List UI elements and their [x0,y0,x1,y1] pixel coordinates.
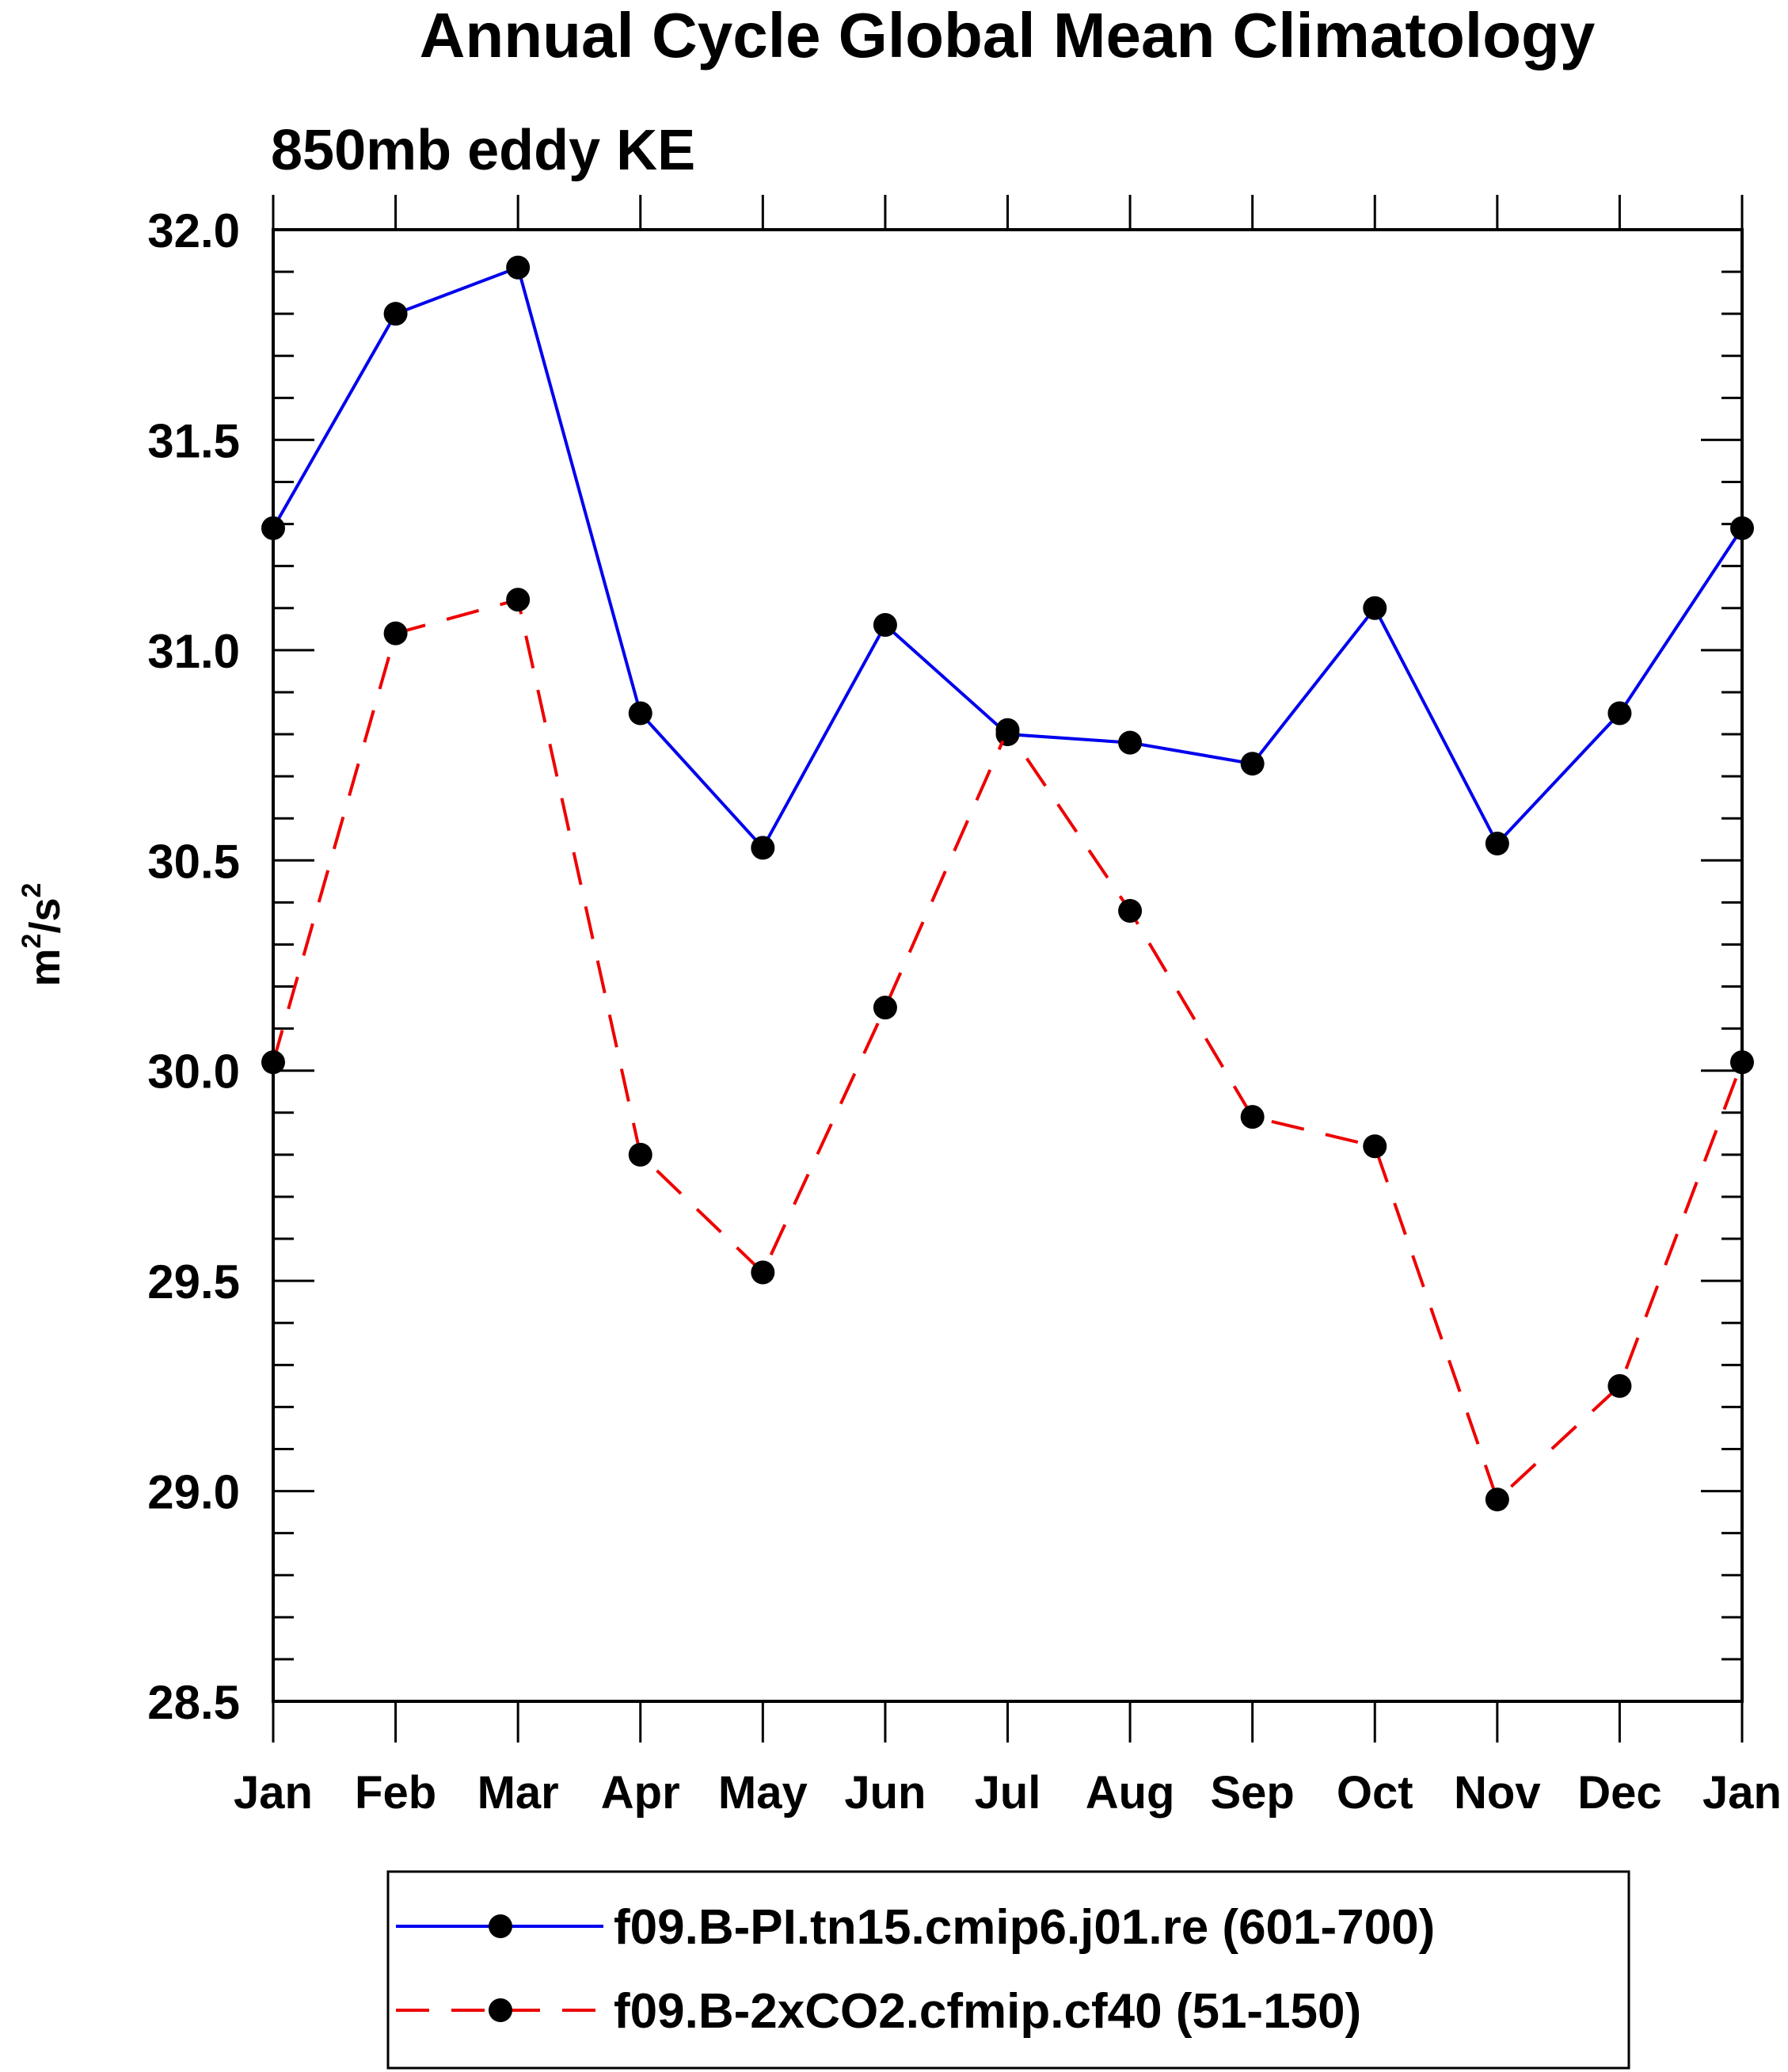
y-axis-label: m2/s2 [17,883,69,987]
series-1-point [1607,701,1632,726]
x-tick-label: Feb [355,1767,436,1819]
series-1-point [1240,752,1265,776]
series-2-point [1607,1373,1632,1398]
y-tick-label: 29.0 [147,1466,240,1519]
x-tick-label: May [718,1767,808,1819]
series-2-point [261,1050,285,1075]
x-tick-label: Aug [1086,1767,1175,1819]
legend: f09.B-PI.tn15.cmip6.j01.re (601-700) f09.… [396,1900,1435,2039]
x-tick-label: Nov [1454,1767,1541,1819]
x-tick-label: Apr [601,1767,680,1819]
x-tick-label: Sep [1210,1767,1294,1819]
legend-box [386,1870,1630,2070]
series-2-point [1240,1105,1265,1129]
series-1-point [751,836,775,860]
x-tick-label: Mar [477,1767,559,1819]
series-2-point [628,1142,652,1167]
legend-marker-1 [489,1914,512,1938]
series-1-point [1118,730,1143,755]
legend-marker-2 [489,1998,512,2022]
plot-frame [272,228,1744,1703]
y-axis-label-mid: /s [21,897,69,933]
series-2-point [751,1260,775,1285]
legend-label-1: f09.B-PI.tn15.cmip6.j01.re (601-700) [614,1900,1435,1955]
series-1-point [261,516,285,540]
chart-title: Annual Cycle Global Mean Climatology [420,0,1596,70]
series-layer [261,255,1754,1512]
series-2-point [995,718,1020,742]
series-2-point [506,588,531,612]
series-2-point [383,621,408,646]
series-2-point [1363,1134,1387,1159]
series-2-point [1730,1050,1754,1075]
x-tick-label: Jan [234,1767,313,1819]
x-tick-label: Jan [1702,1767,1782,1819]
axes: 28.5 29.0 29.5 30.0 30.5 31.0 31.5 32.0 Jan Feb Ma… [147,195,1782,1819]
series-1-point [1485,832,1509,856]
series-2-point [873,996,897,1020]
series-1-point [1363,596,1387,620]
y-tick-label: 31.5 [147,414,240,467]
y-tick-label: 28.5 [147,1676,240,1729]
x-tick-label: Jul [975,1767,1041,1819]
y-tick-label: 31.0 [147,625,240,678]
y-tick-label: 30.0 [147,1046,240,1099]
x-tick-label: Dec [1577,1767,1661,1819]
y-axis-label-sup-1: 2 [17,934,47,949]
y-tick-label: 29.5 [147,1255,240,1308]
chart-subtitle: 850mb eddy KE [271,119,695,182]
x-tick-label: Oct [1337,1767,1413,1819]
series-2-point [1485,1487,1509,1512]
series-line-1 [272,265,1744,851]
series-1-point [873,613,897,638]
series-1-point [383,302,408,326]
y-tick-label: 32.0 [147,204,240,257]
x-tick-label: Jun [844,1767,926,1819]
y-axis-label-base: m [21,948,69,986]
y-tick-label: 30.5 [147,835,240,888]
series-1-point [628,701,652,726]
series-1-point [1730,516,1754,540]
series-1-point [506,255,531,280]
legend-label-2: f09.B-2xCO2.cfmip.cf40 (51-150) [614,1984,1361,2039]
y-axis-label-sup-2: 2 [17,883,47,898]
series-2-point [1118,898,1143,923]
